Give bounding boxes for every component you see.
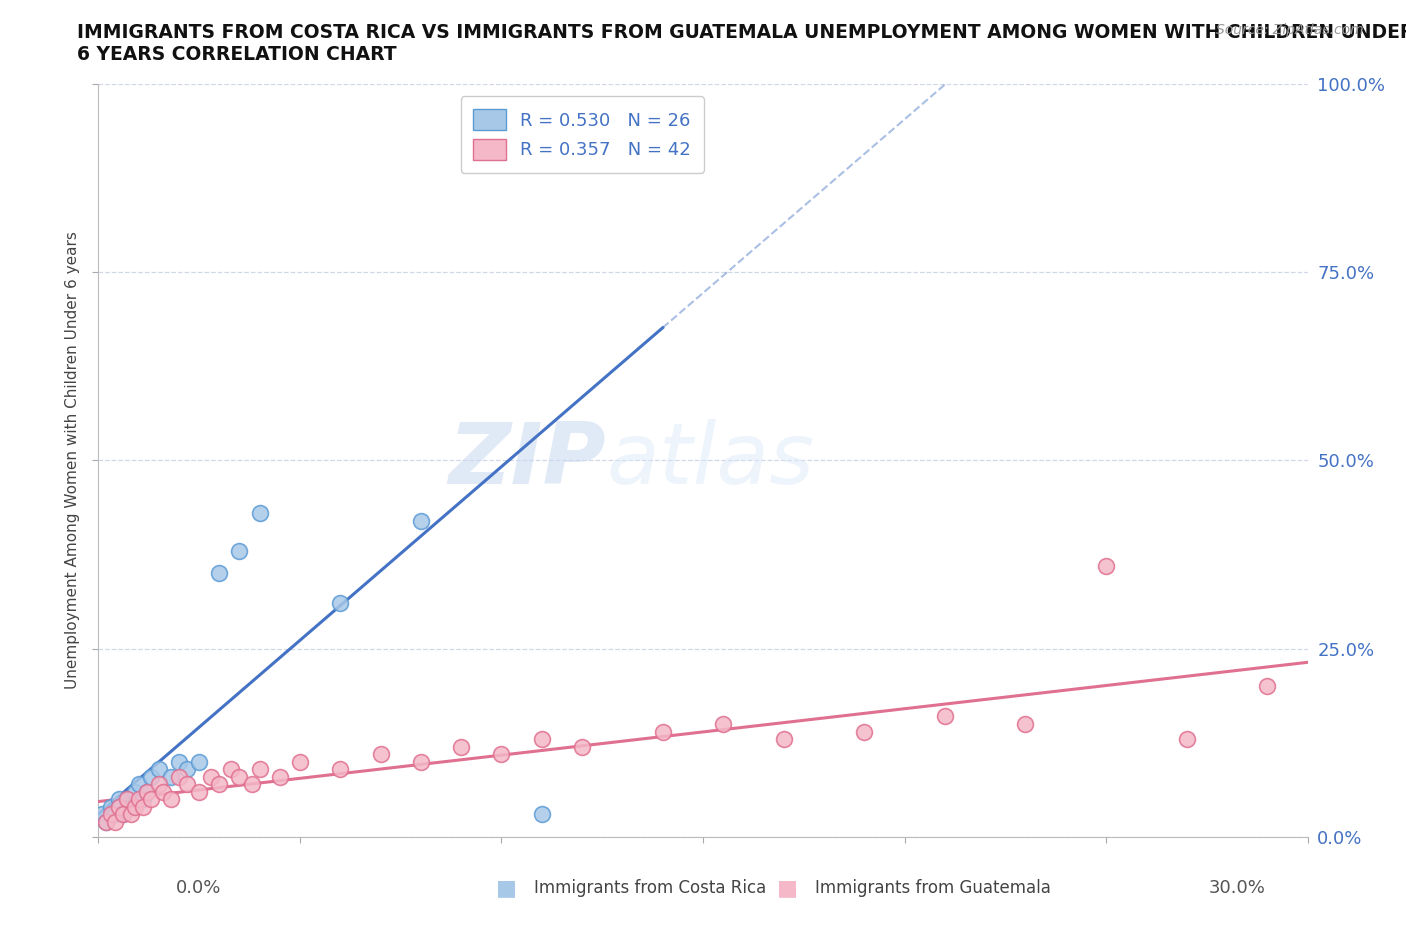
- Point: [370, 747, 392, 762]
- Legend: R = 0.530   N = 26, R = 0.357   N = 42: R = 0.530 N = 26, R = 0.357 N = 42: [461, 97, 703, 172]
- Text: Source: ZipAtlas.com: Source: ZipAtlas.com: [1216, 23, 1364, 37]
- Point: [409, 754, 432, 769]
- Point: [571, 739, 593, 754]
- Point: [148, 762, 170, 777]
- Point: [100, 807, 122, 822]
- Point: [1014, 717, 1036, 732]
- Point: [772, 732, 794, 747]
- Text: ■: ■: [778, 878, 797, 898]
- Point: [530, 732, 553, 747]
- Point: [288, 754, 311, 769]
- Point: [96, 815, 118, 830]
- Point: [221, 762, 243, 777]
- Point: [160, 769, 183, 784]
- Point: [160, 792, 183, 807]
- Point: [135, 784, 157, 799]
- Point: [132, 800, 155, 815]
- Text: ZIP: ZIP: [449, 418, 606, 502]
- Point: [409, 513, 432, 528]
- Y-axis label: Unemployment Among Women with Children Under 6 years: Unemployment Among Women with Children U…: [65, 232, 80, 689]
- Text: Immigrants from Guatemala: Immigrants from Guatemala: [815, 879, 1052, 897]
- Point: [1256, 679, 1278, 694]
- Point: [176, 777, 198, 791]
- Point: [152, 784, 174, 799]
- Text: 6 YEARS CORRELATION CHART: 6 YEARS CORRELATION CHART: [77, 45, 396, 63]
- Point: [167, 754, 190, 769]
- Point: [107, 792, 129, 807]
- Point: [124, 800, 146, 815]
- Point: [853, 724, 876, 739]
- Point: [249, 762, 271, 777]
- Text: Immigrants from Costa Rica: Immigrants from Costa Rica: [534, 879, 766, 897]
- Point: [91, 807, 114, 822]
- Point: [139, 769, 162, 784]
- Point: [269, 769, 291, 784]
- Point: [120, 807, 142, 822]
- Point: [1175, 732, 1198, 747]
- Point: [530, 807, 553, 822]
- Point: [491, 747, 513, 762]
- Text: ■: ■: [496, 878, 516, 898]
- Point: [128, 777, 150, 791]
- Point: [329, 762, 352, 777]
- Point: [115, 792, 138, 807]
- Point: [188, 784, 211, 799]
- Point: [1095, 558, 1118, 573]
- Point: [450, 739, 472, 754]
- Point: [120, 800, 142, 815]
- Text: atlas: atlas: [606, 418, 814, 502]
- Point: [208, 565, 231, 580]
- Point: [329, 596, 352, 611]
- Point: [107, 800, 129, 815]
- Point: [208, 777, 231, 791]
- Point: [148, 777, 170, 791]
- Point: [188, 754, 211, 769]
- Point: [934, 709, 956, 724]
- Point: [135, 784, 157, 799]
- Point: [111, 807, 134, 822]
- Point: [249, 506, 271, 521]
- Point: [124, 784, 146, 799]
- Text: IMMIGRANTS FROM COSTA RICA VS IMMIGRANTS FROM GUATEMALA UNEMPLOYMENT AMONG WOMEN: IMMIGRANTS FROM COSTA RICA VS IMMIGRANTS…: [77, 23, 1406, 42]
- Point: [111, 807, 134, 822]
- Point: [139, 792, 162, 807]
- Point: [176, 762, 198, 777]
- Point: [651, 114, 673, 129]
- Text: 30.0%: 30.0%: [1209, 879, 1265, 897]
- Point: [228, 769, 250, 784]
- Point: [107, 800, 129, 815]
- Point: [103, 807, 125, 822]
- Point: [128, 792, 150, 807]
- Point: [240, 777, 263, 791]
- Point: [228, 543, 250, 558]
- Point: [167, 769, 190, 784]
- Point: [103, 815, 125, 830]
- Point: [651, 724, 673, 739]
- Point: [711, 717, 734, 732]
- Point: [200, 769, 222, 784]
- Point: [132, 792, 155, 807]
- Point: [100, 800, 122, 815]
- Point: [96, 815, 118, 830]
- Text: 0.0%: 0.0%: [176, 879, 221, 897]
- Point: [115, 792, 138, 807]
